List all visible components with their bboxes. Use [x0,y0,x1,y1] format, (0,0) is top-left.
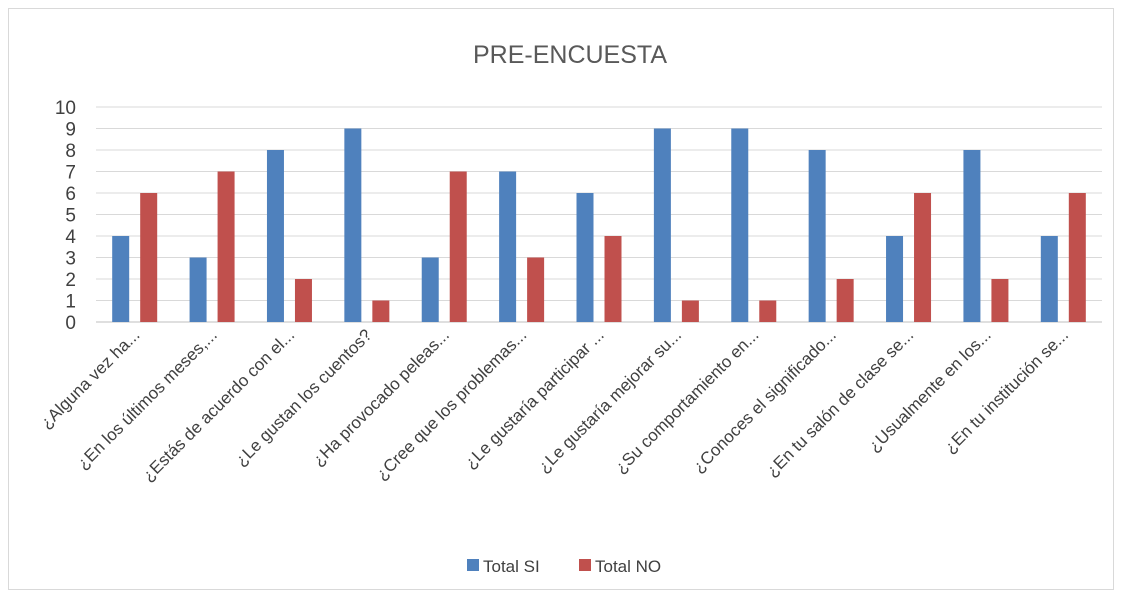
bar-no [604,236,622,322]
x-tick-label: ¿Cree que los problemas... [372,325,530,483]
y-tick-label: 5 [65,206,76,227]
bar-no [991,279,1009,322]
x-tick-label: ¿Su comportamiento en... [611,325,763,477]
legend-swatch [579,559,591,571]
x-tick-label: ¿Ha provocado peleas... [309,325,453,469]
bar-si [189,257,207,322]
bar-si [112,236,130,322]
x-tick-label: ¿Le gustan los cuentos? [231,325,375,469]
bar-si [1040,236,1058,322]
bar-si [266,150,284,322]
x-tick-label: ¿Conoces el significado... [689,325,840,476]
y-tick-label: 4 [65,227,76,248]
chart-container: PRE-ENCUESTA 0 1 2 3 4 5 6 7 8 9 10 ¿Alguna vez ha… [8,8,1114,590]
bar-si [963,150,981,322]
bar-si [886,236,904,322]
y-tick-label: 9 [65,120,76,141]
y-tick-label: 8 [65,141,76,162]
bar-si [576,193,594,322]
bar-no [914,193,932,322]
bar-no [1068,193,1086,322]
bar-no [527,257,545,322]
x-tick-label: ¿Le gustaría mejorar su... [534,325,685,476]
bar-no [217,171,235,322]
y-tick-label: 2 [65,270,76,291]
legend-swatch [467,559,479,571]
bar-no [294,279,312,322]
y-tick-label: 0 [65,313,76,334]
bar-si [344,128,362,322]
bar-no [372,300,390,322]
legend-label: Total NO [595,557,661,576]
gridlines [96,106,1102,323]
y-tick-label: 1 [65,292,76,313]
bar-no [140,193,158,322]
bar-si [808,150,826,322]
x-axis-labels: ¿Alguna vez ha...¿En los últimos meses,.… [37,325,1073,485]
x-tick-label: ¿Estás de acuerdo con el... [139,325,299,485]
y-tick-label: 7 [65,163,76,184]
legend-label: Total SI [483,557,540,576]
bar-no [836,279,854,322]
bar-si [421,257,439,322]
bar-si [653,128,671,322]
bar-si [499,171,517,322]
y-tick-label: 6 [65,184,76,205]
bar-no [449,171,467,322]
bar-no [681,300,699,322]
y-tick-label: 10 [55,98,76,119]
y-tick-label: 3 [65,249,76,270]
chart-title: PRE-ENCUESTA [473,41,667,69]
bar-no [759,300,777,322]
legend: Total SI Total NO [467,557,661,576]
bars [112,128,1086,322]
bar-si [731,128,749,322]
x-tick-label: ¿Le gustaría participar ... [461,325,608,472]
x-tick-label: ¿En tu salón de clase se... [762,325,917,480]
x-tick-label: ¿En los últimos meses,... [73,325,221,473]
